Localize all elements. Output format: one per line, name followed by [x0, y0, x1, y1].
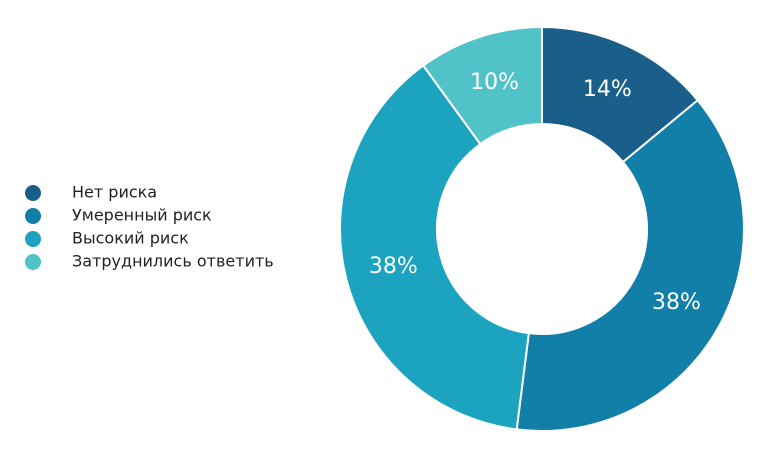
legend-label: Высокий риск — [72, 229, 189, 248]
donut-slice — [339, 64, 530, 431]
legend-marker — [25, 185, 41, 201]
legend-marker — [25, 231, 41, 247]
legend-marker — [25, 254, 41, 270]
legend-label: Нет риска — [72, 183, 157, 202]
donut-slice — [515, 98, 745, 432]
legend-label: Затруднились ответить — [72, 252, 274, 271]
value-label: 38% — [652, 290, 701, 315]
legend-label: Умеренный риск — [72, 206, 212, 225]
value-label: 38% — [369, 254, 418, 279]
donut-slice — [421, 25, 543, 146]
value-label: 14% — [583, 77, 632, 102]
legend-marker — [25, 208, 41, 224]
value-label: 10% — [470, 70, 519, 95]
donut-slice — [541, 25, 700, 164]
